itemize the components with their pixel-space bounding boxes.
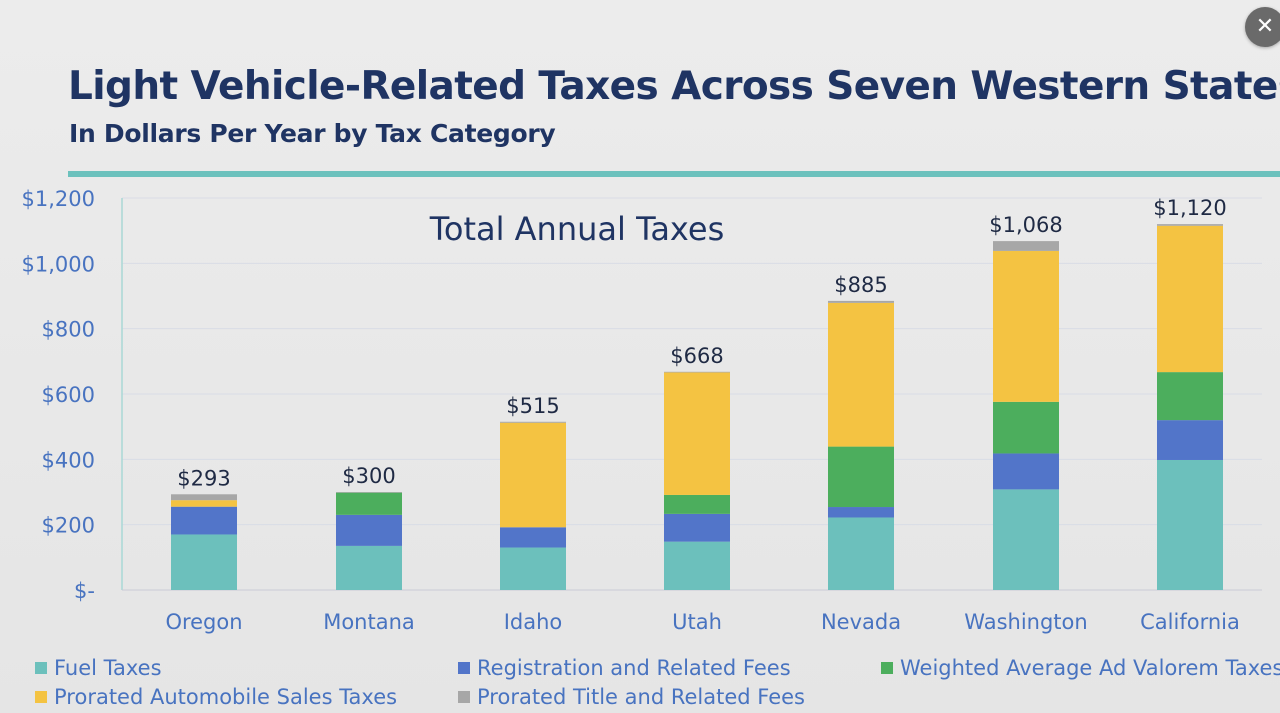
close-icon: ✕ <box>1255 14 1275 39</box>
x-tick-label: Montana <box>323 610 415 634</box>
legend-label: Prorated Title and Related Fees <box>477 685 805 709</box>
x-tick-label: Washington <box>964 610 1087 634</box>
bar-total-label: $668 <box>670 344 723 368</box>
bar-segment <box>1157 420 1223 460</box>
bar-segment <box>1157 372 1223 421</box>
bar-total-label: $300 <box>342 464 395 488</box>
legend-label: Registration and Related Fees <box>477 656 791 680</box>
bar-segment <box>500 527 566 548</box>
y-tick-label: $1,000 <box>22 252 95 276</box>
legend-item: Weighted Average Ad Valorem Taxes <box>881 656 1280 680</box>
bar-total-label: $515 <box>506 394 559 418</box>
legend-swatch <box>458 691 470 703</box>
legend-swatch <box>35 691 47 703</box>
legend-item: Registration and Related Fees <box>458 656 791 680</box>
y-tick-label: $- <box>74 579 95 603</box>
bar-segment <box>828 302 894 447</box>
legend-item: Prorated Automobile Sales Taxes <box>35 685 397 709</box>
bar-segment <box>1157 459 1223 590</box>
bar-segment <box>500 422 566 528</box>
bar-segment <box>171 494 237 501</box>
bar-total-label: $1,068 <box>989 213 1062 237</box>
x-tick-label: Utah <box>672 610 722 634</box>
x-tick-label: Nevada <box>821 610 901 634</box>
bar-segment <box>336 492 402 515</box>
x-tick-label: California <box>1140 610 1240 634</box>
legend-label: Weighted Average Ad Valorem Taxes <box>900 656 1280 680</box>
legend-label: Prorated Automobile Sales Taxes <box>54 685 398 709</box>
bar-segment <box>828 300 894 303</box>
legend-item: Fuel Taxes <box>35 656 162 680</box>
stacked-bar-chart: $- $200 $400 $600 $800 $1,000 $1,200 $293 Orego… <box>22 187 1262 634</box>
y-tick-label: $800 <box>42 318 95 342</box>
bars <box>171 224 1223 590</box>
axes: $- $200 $400 $600 $800 $1,000 $1,200 <box>22 187 1262 603</box>
page-subtitle: In Dollars Per Year by Tax Category <box>69 119 556 148</box>
bar-segment <box>171 534 237 590</box>
bar-segment <box>664 371 730 373</box>
bar-segment <box>993 250 1059 402</box>
chart-legend: Fuel Taxes Registration and Related Fees W… <box>0 650 1280 713</box>
bar-segment <box>500 547 566 590</box>
bar-segment <box>336 492 402 493</box>
bar-total-label: $885 <box>834 273 887 297</box>
y-tick-label: $1,200 <box>22 187 95 211</box>
page-title: Light Vehicle-Related Taxes Across Seven… <box>68 64 1280 109</box>
legend-item: Prorated Title and Related Fees <box>458 685 805 709</box>
bar-segment <box>336 545 402 590</box>
y-tick-label: $600 <box>42 383 95 407</box>
bar-segment <box>500 421 566 423</box>
bar-total-label: $293 <box>177 466 230 490</box>
bar-segment <box>1157 224 1223 226</box>
legend-swatch <box>458 662 470 674</box>
bar-segment <box>828 517 894 590</box>
bar-segment <box>171 506 237 535</box>
x-tick-label: Idaho <box>504 610 563 634</box>
bar-segment <box>993 489 1059 590</box>
legend-label: Fuel Taxes <box>54 656 162 680</box>
bar-segment <box>336 514 402 546</box>
bar-segment <box>664 541 730 590</box>
bar-segment <box>1157 225 1223 373</box>
bar-segment <box>993 453 1059 490</box>
y-tick-label: $400 <box>42 448 95 472</box>
bar-total-label: $1,120 <box>1153 196 1226 220</box>
y-tick-label: $200 <box>42 514 95 538</box>
legend-swatch <box>881 662 893 674</box>
bar-segment <box>828 446 894 508</box>
bar-segment <box>664 494 730 514</box>
close-button[interactable]: ✕ <box>1245 7 1280 47</box>
chart-title: Total Annual Taxes <box>429 210 724 248</box>
bar-segment <box>993 241 1059 251</box>
title-divider <box>68 171 1280 177</box>
bar-segment <box>664 513 730 542</box>
bar-segment <box>664 372 730 495</box>
legend-swatch <box>35 662 47 674</box>
bar-segment <box>993 401 1059 454</box>
x-tick-label: Oregon <box>165 610 242 634</box>
bar-segment <box>828 507 894 518</box>
labels: $293 Oregon $300 Montana $515 Idaho $668 Utah $8… <box>165 196 1239 634</box>
bar-segment <box>171 500 237 507</box>
